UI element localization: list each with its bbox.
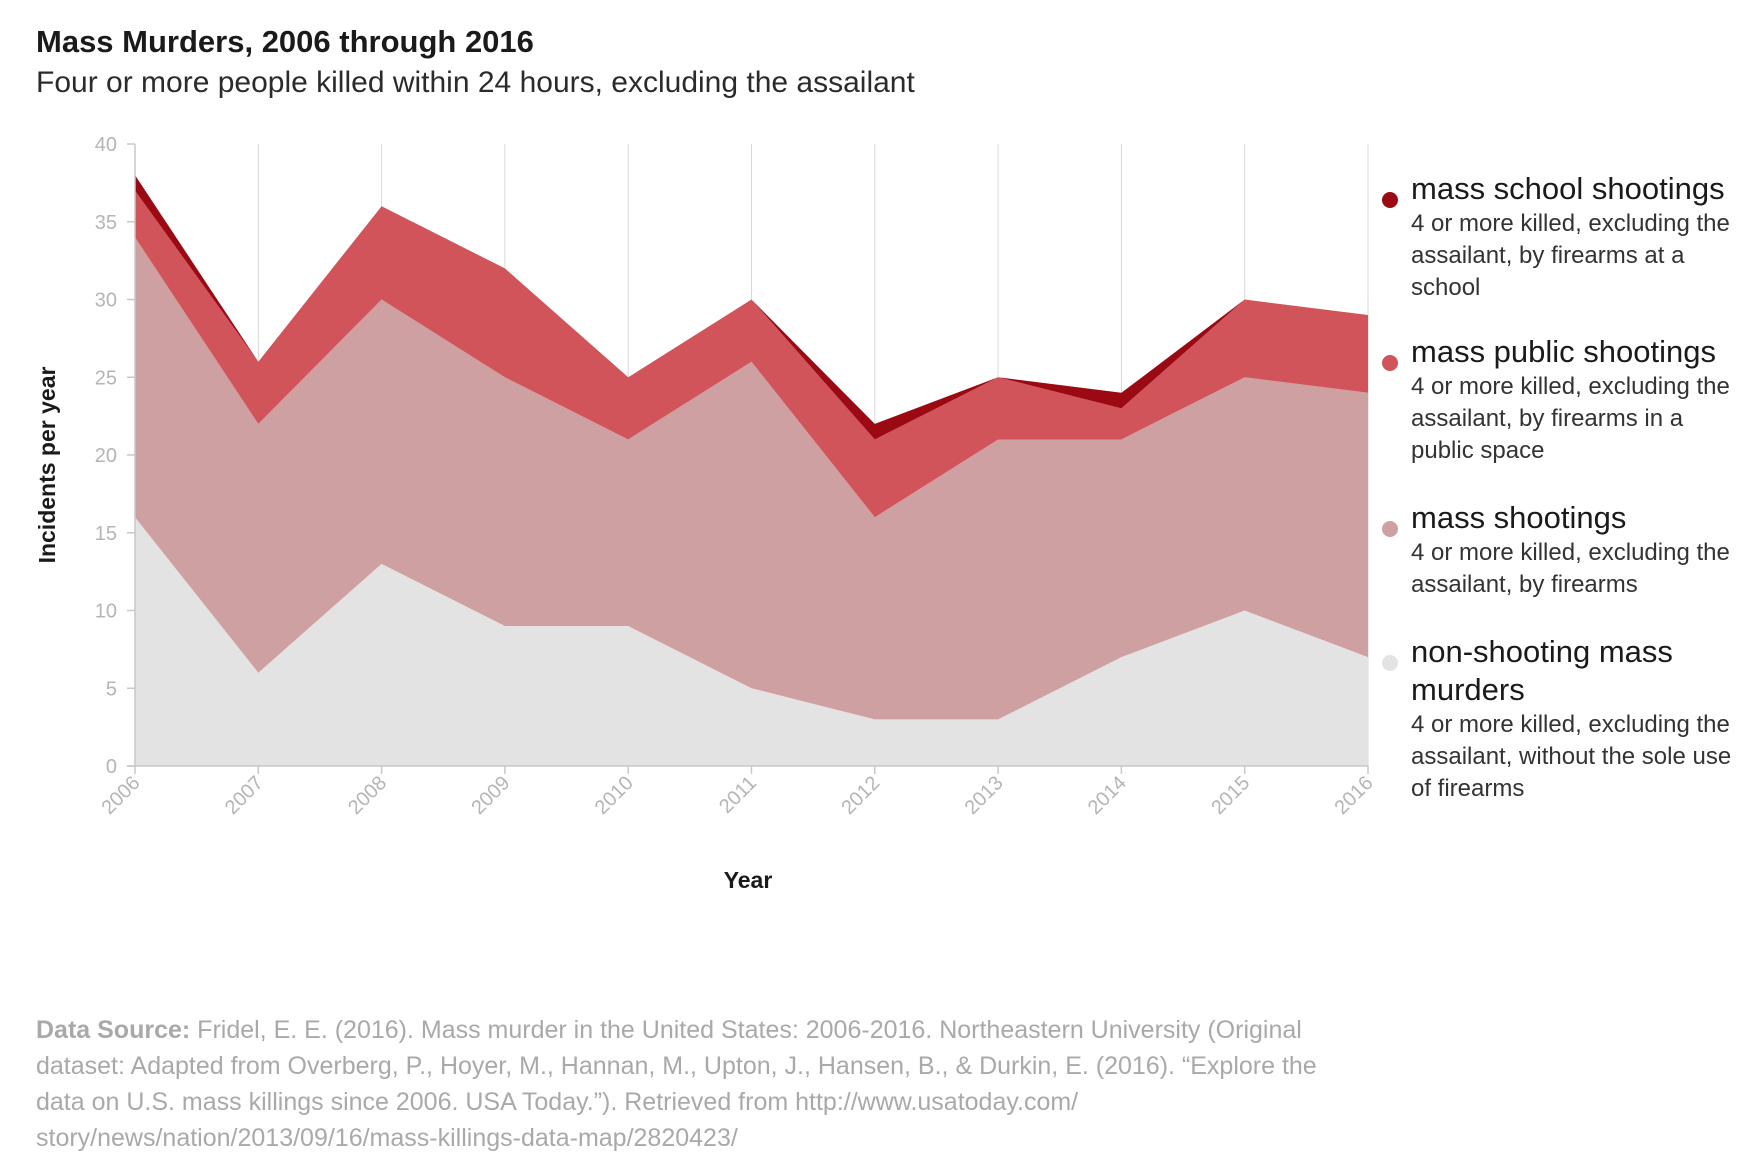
y-tick-label: 30 [95, 290, 117, 312]
legend-label: mass shootings [1411, 500, 1627, 535]
y-axis-title: Incidents per year [34, 367, 60, 564]
legend-label: non-shooting mass murders [1411, 634, 1673, 707]
x-tick-label: 2015 [1207, 772, 1254, 819]
legend-swatch [1382, 192, 1398, 208]
y-tick-label: 20 [95, 445, 117, 467]
y-tick-label: 0 [106, 756, 117, 778]
area-series-mass-public-shootings [135, 190, 1368, 518]
legend-item-public-shootings: mass public shootings 4 or more killed, … [1380, 333, 1750, 499]
legend-item-school-shootings: mass school shootings 4 or more killed, … [1380, 170, 1750, 333]
y-tick-label: 25 [95, 367, 117, 389]
area-series-mass-shootings [135, 237, 1368, 720]
x-tick-label: 2013 [961, 772, 1008, 819]
legend-swatch [1382, 355, 1398, 371]
y-tick-label: 5 [106, 678, 117, 700]
x-tick-label: 2010 [591, 772, 638, 819]
y-tick-label: 15 [95, 523, 117, 545]
x-tick-label: 2016 [1331, 772, 1378, 819]
legend-swatch [1382, 655, 1398, 671]
x-tick-label: 2012 [837, 772, 884, 819]
legend-item-mass-shootings: mass shootings 4 or more killed, excludi… [1380, 499, 1750, 633]
chart-subtitle: Four or more people killed within 24 hou… [36, 66, 915, 99]
area-series-non-shooting-mass-murders [135, 517, 1368, 766]
data-source-note: Data Source: Fridel, E. E. (2016). Mass … [36, 1012, 1366, 1156]
data-source-text: Fridel, E. E. (2016). Mass murder in the… [36, 1016, 1317, 1152]
legend-description: 4 or more killed, excluding the assailan… [1411, 539, 1730, 598]
legend-item-non-shooting: non-shooting mass murders 4 or more kill… [1380, 633, 1750, 805]
x-tick-label: 2008 [344, 772, 391, 819]
x-axis-title: Year [724, 867, 773, 893]
legend-swatch [1382, 521, 1398, 537]
x-tick-label: 2011 [715, 772, 761, 818]
data-source-label: Data Source: [36, 1016, 191, 1044]
legend-description: 4 or more killed, excluding the assailan… [1411, 210, 1730, 301]
y-tick-label: 10 [95, 601, 117, 623]
chart-legend: mass school shootings 4 or more killed, … [1380, 170, 1750, 805]
y-tick-label: 35 [95, 212, 117, 234]
legend-description: 4 or more killed, excluding the assailan… [1411, 373, 1730, 464]
legend-description: 4 or more killed, excluding the assailan… [1411, 711, 1732, 802]
legend-label: mass public shootings [1411, 334, 1716, 369]
x-tick-label: 2014 [1084, 772, 1131, 819]
x-tick-label: 2006 [98, 772, 145, 819]
legend-label: mass school shootings [1411, 171, 1725, 206]
x-tick-label: 2009 [467, 772, 514, 819]
x-tick-label: 2007 [221, 772, 268, 819]
chart-title: Mass Murders, 2006 through 2016 [36, 24, 534, 59]
y-tick-label: 40 [95, 134, 117, 156]
stacked-area-chart: 0 5 10 15 20 25 30 35 40 2006 2007 2008 2009 2010 201… [34, 134, 1378, 893]
